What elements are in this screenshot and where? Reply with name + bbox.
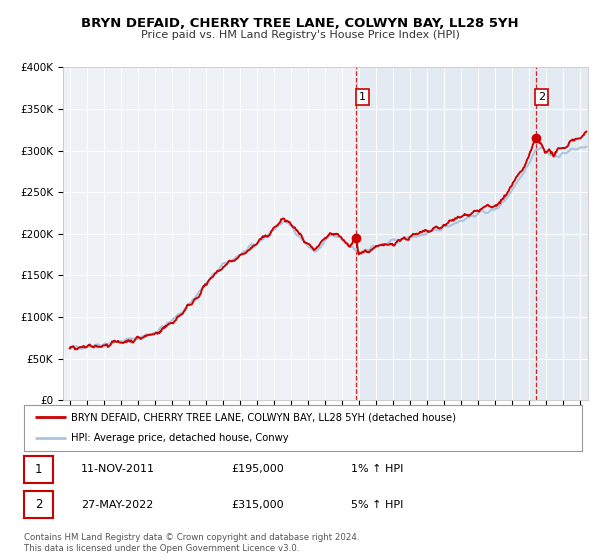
Text: 11-NOV-2011: 11-NOV-2011 (81, 464, 155, 474)
Text: Contains HM Land Registry data © Crown copyright and database right 2024.: Contains HM Land Registry data © Crown c… (24, 533, 359, 542)
Text: £315,000: £315,000 (231, 500, 284, 510)
Text: 5% ↑ HPI: 5% ↑ HPI (351, 500, 403, 510)
Text: BRYN DEFAID, CHERRY TREE LANE, COLWYN BAY, LL28 5YH: BRYN DEFAID, CHERRY TREE LANE, COLWYN BA… (81, 17, 519, 30)
Text: 2: 2 (35, 498, 42, 511)
Text: Price paid vs. HM Land Registry's House Price Index (HPI): Price paid vs. HM Land Registry's House … (140, 30, 460, 40)
Text: 1: 1 (35, 463, 42, 476)
Text: £195,000: £195,000 (231, 464, 284, 474)
Bar (356, 67, 535, 400)
Text: 1% ↑ HPI: 1% ↑ HPI (351, 464, 403, 474)
Text: HPI: Average price, detached house, Conwy: HPI: Average price, detached house, Conw… (71, 433, 289, 444)
Bar (536, 67, 588, 400)
Text: BRYN DEFAID, CHERRY TREE LANE, COLWYN BAY, LL28 5YH (detached house): BRYN DEFAID, CHERRY TREE LANE, COLWYN BA… (71, 412, 457, 422)
Text: 2: 2 (538, 92, 545, 102)
Text: 1: 1 (359, 92, 366, 102)
Text: 27-MAY-2022: 27-MAY-2022 (81, 500, 154, 510)
Text: This data is licensed under the Open Government Licence v3.0.: This data is licensed under the Open Gov… (24, 544, 299, 553)
